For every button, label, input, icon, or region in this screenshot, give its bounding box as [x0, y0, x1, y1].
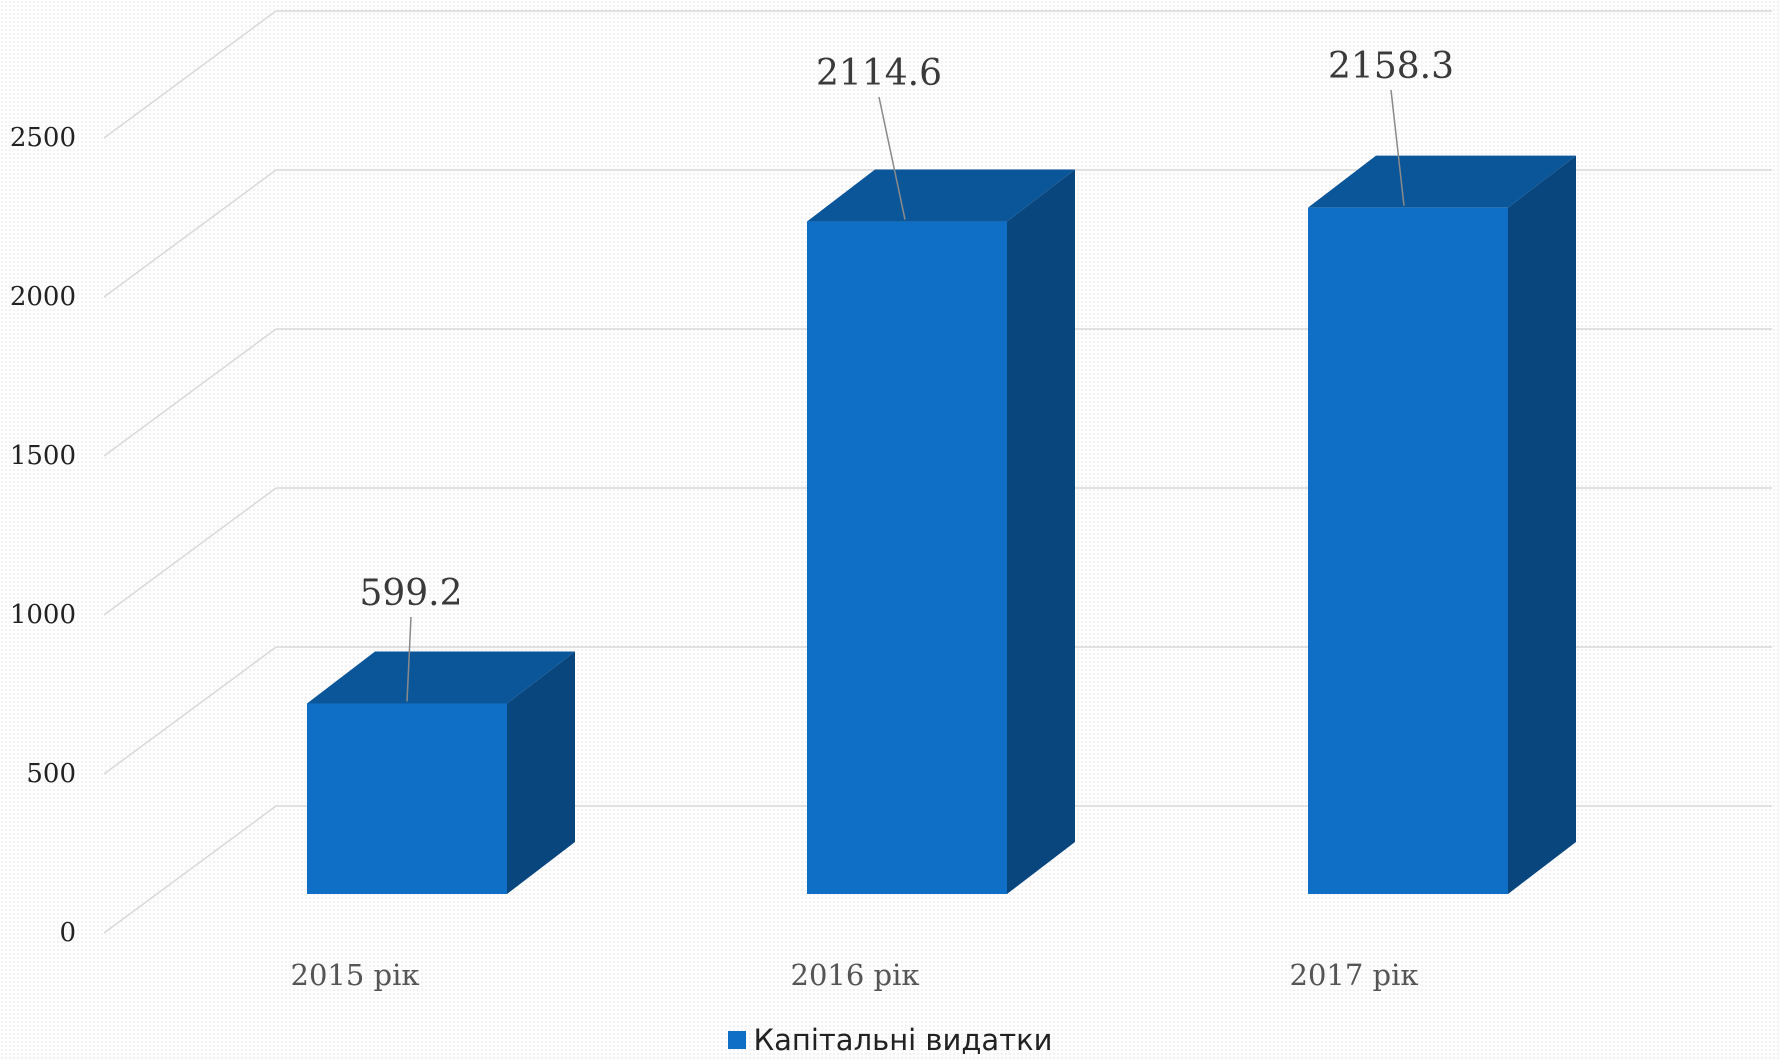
x-tick-label: 2016 рік — [791, 958, 920, 992]
y-tick-label: 0 — [59, 918, 76, 948]
y-axis-ticks: 0 500 1000 1500 2000 2500 — [10, 123, 76, 948]
data-label: 599.2 — [359, 573, 462, 614]
x-axis-ticks: 2015 рік 2016 рік 2017 рік — [291, 958, 1419, 992]
gridline-diagonal — [103, 487, 277, 616]
gridline-diagonal — [103, 10, 277, 139]
gridline-diagonal — [103, 805, 277, 934]
bar-top — [807, 169, 1075, 222]
x-tick-label: 2017 рік — [1290, 958, 1419, 992]
y-tick-label: 1000 — [10, 600, 76, 630]
data-label-leader — [878, 96, 906, 220]
x-tick-label: 2015 рік — [291, 958, 420, 992]
bar — [307, 651, 575, 894]
y-tick-label: 2000 — [10, 282, 76, 312]
bar-front — [807, 221, 1007, 895]
bar-side — [1508, 155, 1576, 895]
bar-side — [1007, 169, 1075, 895]
y-tick-label: 1500 — [10, 441, 76, 471]
gridline-diagonal — [103, 169, 277, 298]
data-labels: 599.2 2114.6 2158.3 — [359, 46, 1454, 702]
legend: Капітальні видатки — [0, 1022, 1780, 1058]
bar-top — [307, 651, 575, 704]
bar — [807, 169, 1075, 895]
gridline-diagonal — [103, 646, 277, 775]
bar-front — [1308, 207, 1508, 895]
data-label: 2114.6 — [816, 53, 942, 94]
bar — [1308, 155, 1576, 895]
gridline-diagonal — [103, 328, 277, 457]
bar-side — [507, 651, 575, 894]
data-label-leader — [1390, 89, 1405, 206]
y-tick-label: 500 — [26, 759, 76, 789]
data-label: 2158.3 — [1328, 46, 1454, 87]
bars — [307, 155, 1576, 895]
y-tick-label: 2500 — [10, 123, 76, 153]
bar-front — [307, 703, 507, 894]
data-label-leader — [406, 616, 412, 702]
bar-top — [1308, 155, 1576, 208]
legend-label: Капітальні видатки — [753, 1023, 1053, 1057]
legend-swatch — [727, 1031, 746, 1049]
